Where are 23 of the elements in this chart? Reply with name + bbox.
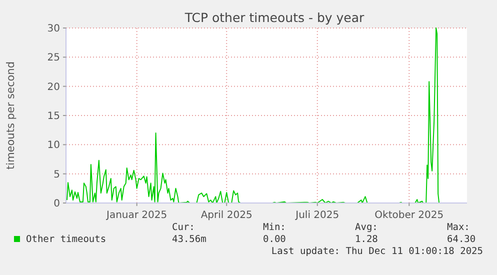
text: Last update: Thu Dec 11 01:00:18 2025 [271,246,483,257]
text: 1.28 [355,234,378,245]
text: 64.30 [447,234,476,245]
y-tick-label: 5 [54,169,60,180]
y-tick-label: 25 [47,52,60,64]
legend-label: Other timeouts [26,234,106,245]
x-tick-label: April 2025 [200,210,252,221]
text: Min: [263,222,286,233]
x-tick-label: Januar 2025 [106,210,168,221]
y-tick-label: 10 [47,140,60,152]
x-tick-label: Juli 2025 [294,210,340,221]
y-tick-label: 20 [47,82,60,93]
text: Max: [447,222,470,233]
y-tick-label: 30 [47,24,60,34]
text: 43.56m [172,234,207,245]
chart-title: TCP other timeouts - by year [184,10,366,25]
y-axis-title: timeouts per second [5,62,17,170]
x-tick-label: Oktober 2025 [374,210,444,221]
text: Cur: [172,222,195,233]
y-tick-label: 15 [47,111,60,122]
text: 0.00 [263,234,286,245]
text: Avg: [355,222,378,233]
y-tick-label: 0 [54,198,60,210]
